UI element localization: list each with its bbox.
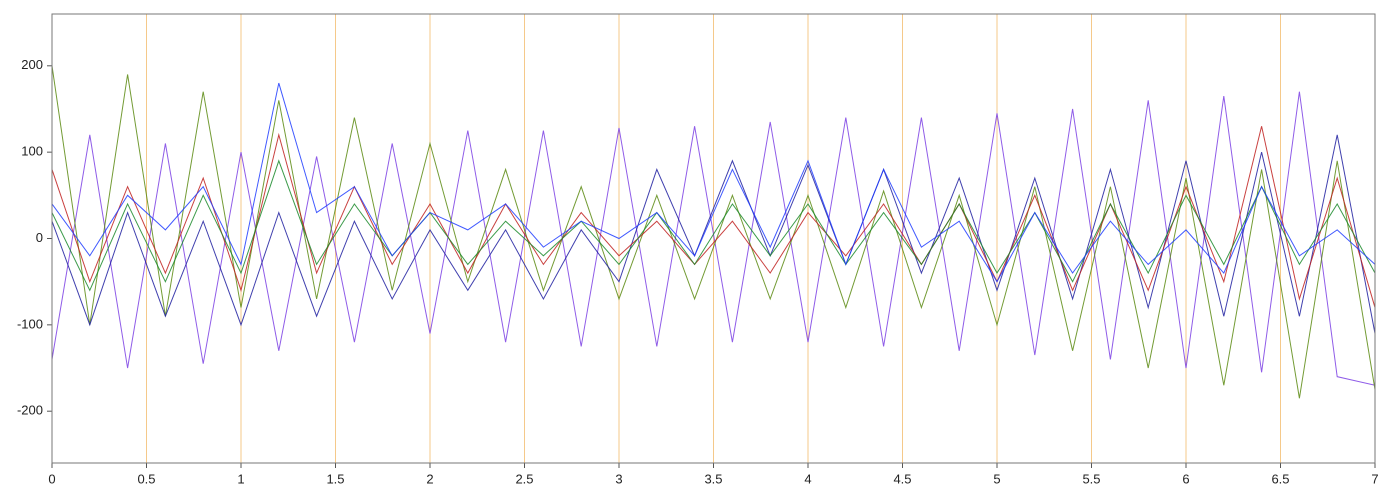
x-tick-label: 3 bbox=[615, 471, 622, 486]
x-tick-label: 4.5 bbox=[893, 471, 911, 486]
x-tick-label: 4 bbox=[804, 471, 811, 486]
x-tick-label: 6 bbox=[1182, 471, 1189, 486]
series-line bbox=[51, 134, 1376, 334]
series-line bbox=[51, 159, 1376, 292]
x-tick-label: 3.5 bbox=[704, 471, 722, 486]
x-tick-label: 6.5 bbox=[1271, 471, 1289, 486]
y-tick-label: 100 bbox=[21, 144, 43, 159]
x-tick-label: 1 bbox=[237, 471, 244, 486]
y-tick-label: -100 bbox=[17, 316, 43, 331]
x-tick-label: 2 bbox=[426, 471, 433, 486]
x-tick-label: 5.5 bbox=[1082, 471, 1100, 486]
series-line bbox=[51, 126, 1376, 308]
y-tick-label: -200 bbox=[17, 403, 43, 418]
plot-frame bbox=[51, 13, 1376, 464]
series-line bbox=[51, 82, 1376, 283]
x-tick-label: 0 bbox=[48, 471, 55, 486]
y-tick-label: 200 bbox=[21, 57, 43, 72]
x-tick-label: 5 bbox=[993, 471, 1000, 486]
x-tick-label: 0.5 bbox=[137, 471, 155, 486]
x-tick-label: 7 bbox=[1371, 471, 1378, 486]
y-tick-label: 0 bbox=[36, 230, 43, 245]
x-tick-label: 1.5 bbox=[326, 471, 344, 486]
x-tick-label: 2.5 bbox=[515, 471, 533, 486]
series-line bbox=[51, 65, 1376, 399]
